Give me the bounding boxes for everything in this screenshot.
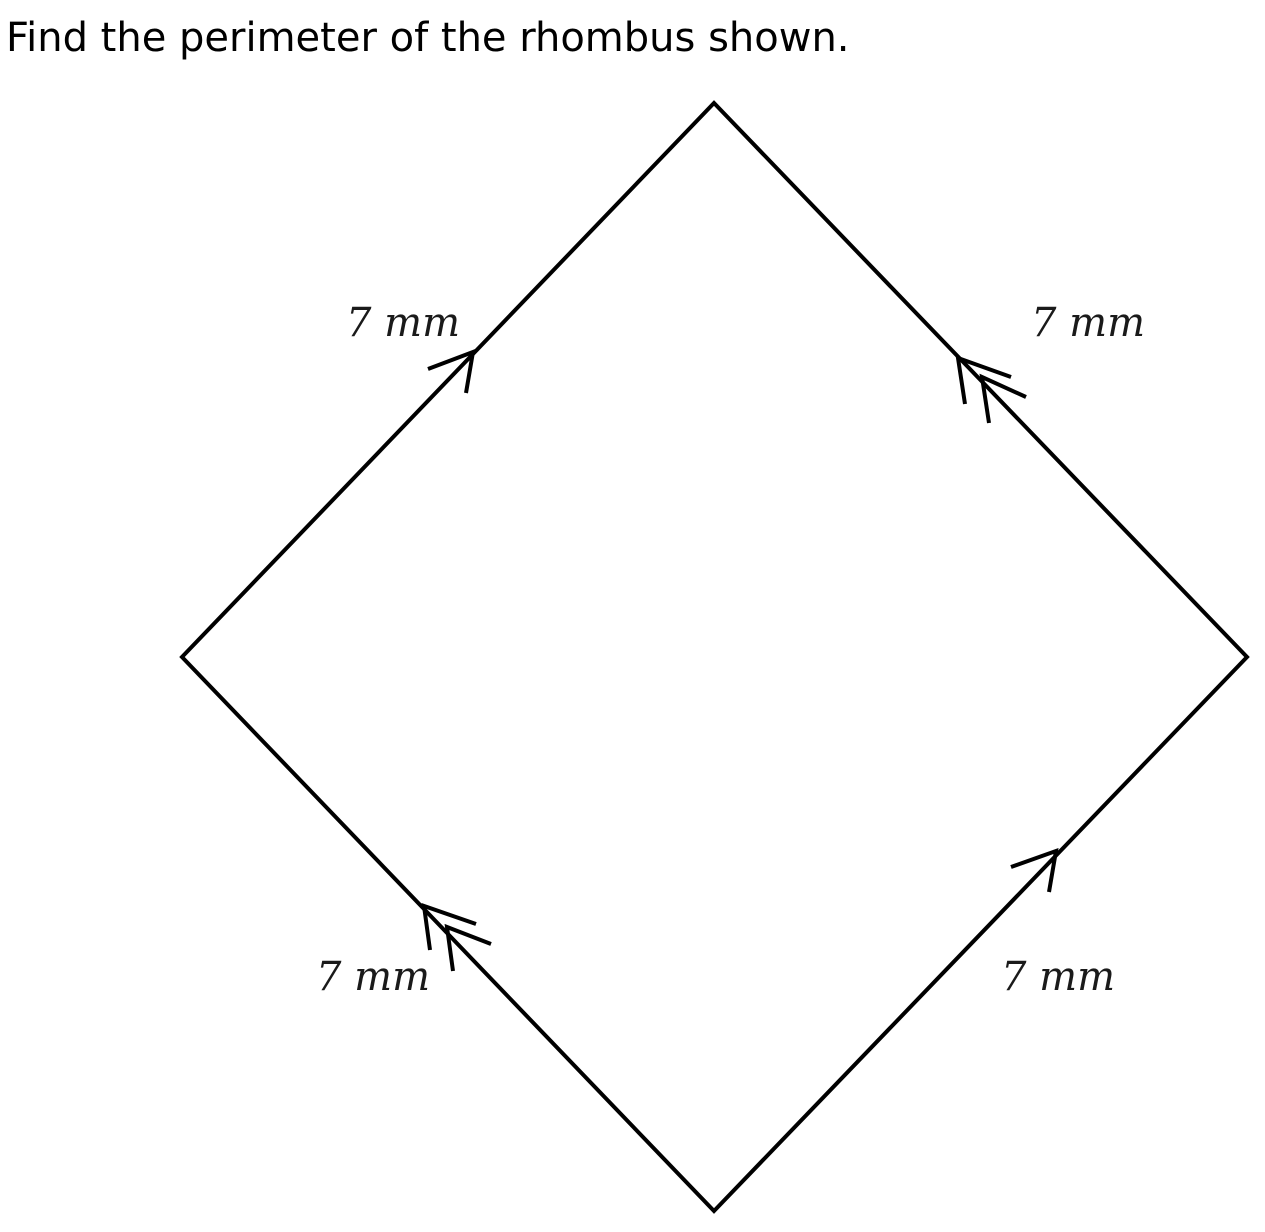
question-text: Find the perimeter of the rhombus shown. <box>6 15 850 61</box>
side-label-bottom-right: 7 mm <box>1001 954 1115 1000</box>
side-label-top-right: 7 mm <box>1031 300 1145 346</box>
side-label-top-left: 7 mm <box>346 300 460 346</box>
single-arrow-mark-top-left <box>427 348 476 394</box>
rhombus-outline <box>179 100 1250 1214</box>
side-label-bottom-left: 7 mm <box>316 954 430 1000</box>
single-arrow-mark-bottom-right <box>1010 847 1059 893</box>
double-arrow-mark-bottom-left <box>421 903 492 972</box>
double-arrow-mark-top-right <box>955 354 1027 424</box>
